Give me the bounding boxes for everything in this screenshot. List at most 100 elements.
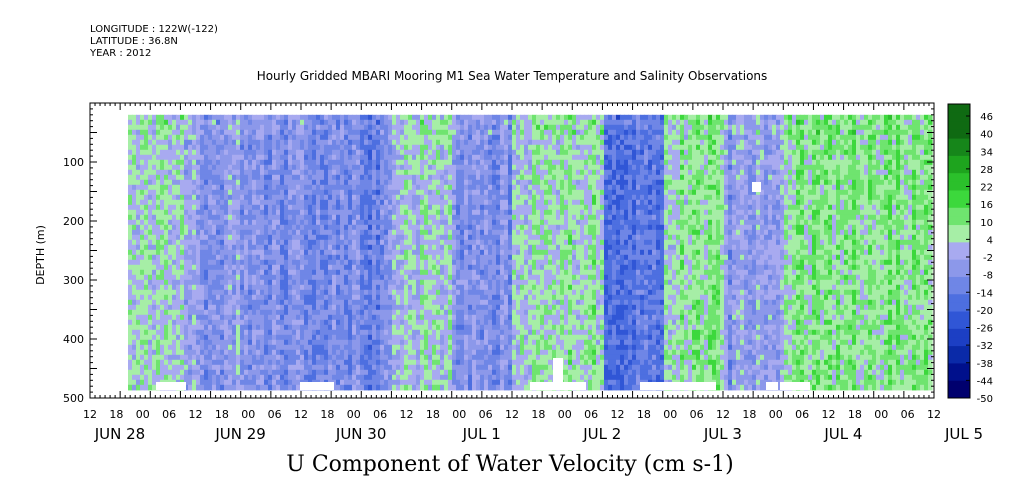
heatmap-cell xyxy=(136,379,141,386)
heatmap-cell xyxy=(136,114,141,121)
heatmap-cell xyxy=(216,119,221,126)
heatmap-cell xyxy=(268,334,273,341)
heatmap-cell xyxy=(420,254,425,261)
heatmap-cell xyxy=(376,279,381,286)
heatmap-cell xyxy=(336,294,341,301)
heatmap-cell xyxy=(348,244,353,251)
heatmap-cell xyxy=(216,224,221,231)
heatmap-cell xyxy=(364,129,369,136)
heatmap-cell xyxy=(348,169,353,176)
heatmap-cell xyxy=(380,164,385,171)
heatmap-cell xyxy=(252,359,257,366)
heatmap-cell xyxy=(228,159,233,166)
heatmap-cell xyxy=(320,174,325,181)
heatmap-cell xyxy=(452,219,457,226)
heatmap-cell xyxy=(304,139,309,146)
heatmap-cell xyxy=(392,274,397,281)
heatmap-cell xyxy=(128,219,133,226)
heatmap-cell xyxy=(428,379,433,386)
heatmap-cell xyxy=(360,339,365,346)
heatmap-cell xyxy=(300,234,305,241)
heatmap-cell xyxy=(200,349,205,356)
heatmap-cell xyxy=(148,259,153,266)
heatmap-cell xyxy=(364,199,369,206)
heatmap-cell xyxy=(160,274,165,281)
heatmap-cell xyxy=(216,369,221,376)
heatmap-cell xyxy=(264,379,269,386)
heatmap-cell xyxy=(352,354,357,361)
heatmap-cell xyxy=(224,359,229,366)
heatmap-cell xyxy=(248,144,253,151)
heatmap-cell xyxy=(212,364,217,371)
heatmap-cell xyxy=(336,234,341,241)
heatmap-cell xyxy=(288,264,293,271)
heatmap-cell xyxy=(220,159,225,166)
heatmap-cell xyxy=(372,274,377,281)
heatmap-cell xyxy=(476,314,481,321)
heatmap-cell xyxy=(412,244,417,251)
heatmap-cell xyxy=(180,364,185,371)
heatmap-cell xyxy=(448,174,453,181)
heatmap-cell xyxy=(320,159,325,166)
heatmap-cell xyxy=(228,324,233,331)
heatmap-cell xyxy=(168,229,173,236)
heatmap-cell xyxy=(196,144,201,151)
heatmap-cell xyxy=(332,274,337,281)
heatmap-cell xyxy=(268,119,273,126)
heatmap-cell xyxy=(428,164,433,171)
heatmap-cell xyxy=(368,384,373,391)
heatmap-cell xyxy=(228,379,233,386)
heatmap-cell xyxy=(316,374,321,381)
heatmap-cell xyxy=(132,339,137,346)
heatmap-cell xyxy=(384,199,389,206)
heatmap-cell xyxy=(368,209,373,216)
heatmap-cell xyxy=(388,329,393,336)
heatmap-cell xyxy=(172,334,177,341)
heatmap-cell xyxy=(144,279,149,286)
heatmap-cell xyxy=(440,214,445,221)
heatmap-cell xyxy=(408,224,413,231)
heatmap-cell xyxy=(388,324,393,331)
heatmap-cell xyxy=(220,119,225,126)
heatmap-cell xyxy=(236,114,241,121)
heatmap-cell xyxy=(132,149,137,156)
heatmap-cell xyxy=(172,229,177,236)
heatmap-cell xyxy=(220,184,225,191)
heatmap-cell xyxy=(208,274,213,281)
heatmap-cell xyxy=(352,294,357,301)
heatmap-cell xyxy=(392,359,397,366)
heatmap-cell xyxy=(424,329,429,336)
heatmap-cell xyxy=(384,304,389,311)
heatmap-cell xyxy=(340,199,345,206)
heatmap-cell xyxy=(140,134,145,141)
heatmap-cell xyxy=(360,369,365,376)
heatmap-cell xyxy=(132,139,137,146)
heatmap-cell xyxy=(384,234,389,241)
heatmap-cell xyxy=(236,249,241,256)
heatmap-cell xyxy=(388,349,393,356)
heatmap-cell xyxy=(172,129,177,136)
heatmap-cell xyxy=(364,249,369,256)
heatmap-cell xyxy=(272,339,277,346)
heatmap-cell xyxy=(476,149,481,156)
heatmap-cell xyxy=(140,259,145,266)
heatmap-cell xyxy=(416,374,421,381)
heatmap-cell xyxy=(300,189,305,196)
heatmap-cell xyxy=(296,349,301,356)
heatmap-cell xyxy=(392,324,397,331)
heatmap-cell xyxy=(412,159,417,166)
heatmap-cell xyxy=(328,154,333,161)
heatmap-cell xyxy=(168,374,173,381)
heatmap-cell xyxy=(244,279,249,286)
heatmap-cell xyxy=(472,324,477,331)
heatmap-cell xyxy=(432,189,437,196)
heatmap-cell xyxy=(152,304,157,311)
heatmap-cell xyxy=(384,334,389,341)
heatmap-cell xyxy=(180,249,185,256)
heatmap-cell xyxy=(372,199,377,206)
heatmap-cell xyxy=(476,144,481,151)
heatmap-cell xyxy=(452,294,457,301)
heatmap-cell xyxy=(180,124,185,131)
heatmap-cell xyxy=(348,289,353,296)
heatmap-cell xyxy=(196,339,201,346)
